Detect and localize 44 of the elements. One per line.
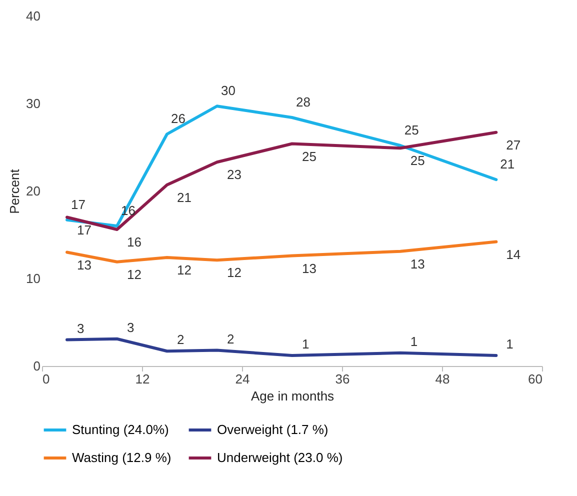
x-tick-label: 48 [435, 372, 450, 386]
legend-label: Stunting (24.0%) [72, 422, 169, 437]
data-label: 13 [302, 260, 316, 276]
legend-label: Wasting (12.9 %) [72, 450, 172, 465]
data-label: 25 [302, 148, 316, 164]
data-label: 3 [127, 320, 134, 335]
data-label: 1 [302, 336, 310, 352]
x-tick-label: 36 [335, 372, 350, 386]
data-label: 17 [77, 222, 92, 238]
x-tick-label: 12 [135, 372, 150, 386]
data-label: 13 [77, 257, 92, 272]
data-label: 2 [227, 331, 234, 346]
data-label: 12 [127, 266, 142, 282]
legend-label: Overweight (1.7 %) [217, 422, 328, 437]
x-axis-title: Age in months [250, 388, 335, 404]
data-label: 30 [221, 83, 236, 98]
y-tick-label: 30 [26, 96, 40, 111]
data-label: 27 [506, 137, 521, 152]
x-tick-label: 24 [235, 372, 250, 386]
x-tick-label: 0 [42, 372, 50, 386]
data-label: 23 [227, 167, 242, 182]
data-label: 25 [404, 122, 419, 138]
data-label: 28 [296, 94, 310, 110]
y-tick-label: 10 [26, 271, 40, 286]
data-label: 21 [500, 156, 515, 172]
data-label: 14 [506, 246, 521, 262]
data-label: 1 [410, 334, 418, 349]
data-label: 17 [71, 196, 86, 212]
data-label: 21 [177, 190, 192, 205]
data-label: 2 [177, 332, 184, 348]
data-label: 26 [171, 111, 186, 126]
y-axis-title: Percent [7, 168, 22, 214]
x-tick-label: 60 [528, 372, 542, 386]
data-label: 3 [77, 320, 84, 336]
y-tick-label: 40 [26, 8, 40, 24]
y-tick-label: 0 [33, 358, 40, 374]
data-label: 25 [410, 153, 425, 168]
y-tick-label: 20 [26, 184, 40, 198]
data-label: 1 [506, 336, 514, 352]
legend-label: Underweight (23.0 %) [217, 450, 343, 465]
data-label: 13 [410, 256, 425, 272]
data-label: 12 [177, 262, 192, 278]
data-label: 12 [227, 265, 242, 280]
data-label: 16 [127, 234, 142, 250]
